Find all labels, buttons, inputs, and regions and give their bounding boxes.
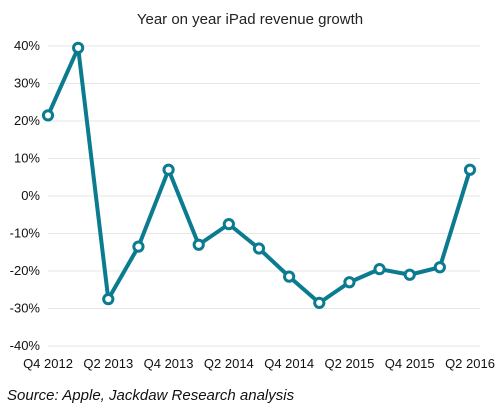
data-point xyxy=(222,218,235,231)
data-point xyxy=(433,261,446,274)
data-point xyxy=(343,276,356,289)
x-tick-label: Q4 2014 xyxy=(264,356,314,371)
data-point xyxy=(403,268,416,281)
y-tick-label: 0% xyxy=(21,188,40,203)
y-tick-label: -20% xyxy=(10,263,41,278)
data-point xyxy=(102,293,115,306)
x-tick-label: Q2 2013 xyxy=(83,356,133,371)
y-tick-label: 30% xyxy=(14,76,40,91)
x-tick-label: Q2 2014 xyxy=(204,356,254,371)
data-point xyxy=(162,163,175,176)
chart-title: Year on year iPad revenue growth xyxy=(137,11,363,28)
data-point xyxy=(41,109,55,122)
x-tick-label: Q2 2015 xyxy=(324,356,374,371)
y-axis-ticks: 40% 30% 20% 10% 0% -10% -20% -30% -40% xyxy=(10,38,41,353)
data-point xyxy=(283,270,296,283)
source-note: Source: Apple, Jackdaw Research analysis xyxy=(7,387,295,404)
x-tick-label: Q2 2016 xyxy=(445,356,495,371)
data-point xyxy=(313,296,326,309)
data-point xyxy=(72,41,85,54)
x-tick-label: Q4 2013 xyxy=(144,356,194,371)
data-point xyxy=(192,238,205,251)
data-point xyxy=(252,242,266,255)
x-tick-label: Q4 2012 xyxy=(23,356,73,371)
y-tick-label: 40% xyxy=(14,38,40,53)
data-point xyxy=(373,263,386,276)
y-tick-label: -40% xyxy=(10,338,41,353)
y-tick-label: -30% xyxy=(10,301,41,316)
x-tick-label: Q4 2015 xyxy=(385,356,435,371)
y-tick-label: 20% xyxy=(14,113,40,128)
x-axis-ticks: Q4 2012 Q2 2013 Q4 2013 Q2 2014 Q4 2014 Q2 20… xyxy=(23,356,495,371)
data-point xyxy=(463,163,477,176)
data-point xyxy=(132,240,145,253)
series-line xyxy=(46,45,472,305)
y-tick-label: 10% xyxy=(14,151,40,166)
series-layer xyxy=(41,41,477,309)
y-tick-label: -10% xyxy=(10,226,41,241)
grid-lines xyxy=(48,45,480,347)
